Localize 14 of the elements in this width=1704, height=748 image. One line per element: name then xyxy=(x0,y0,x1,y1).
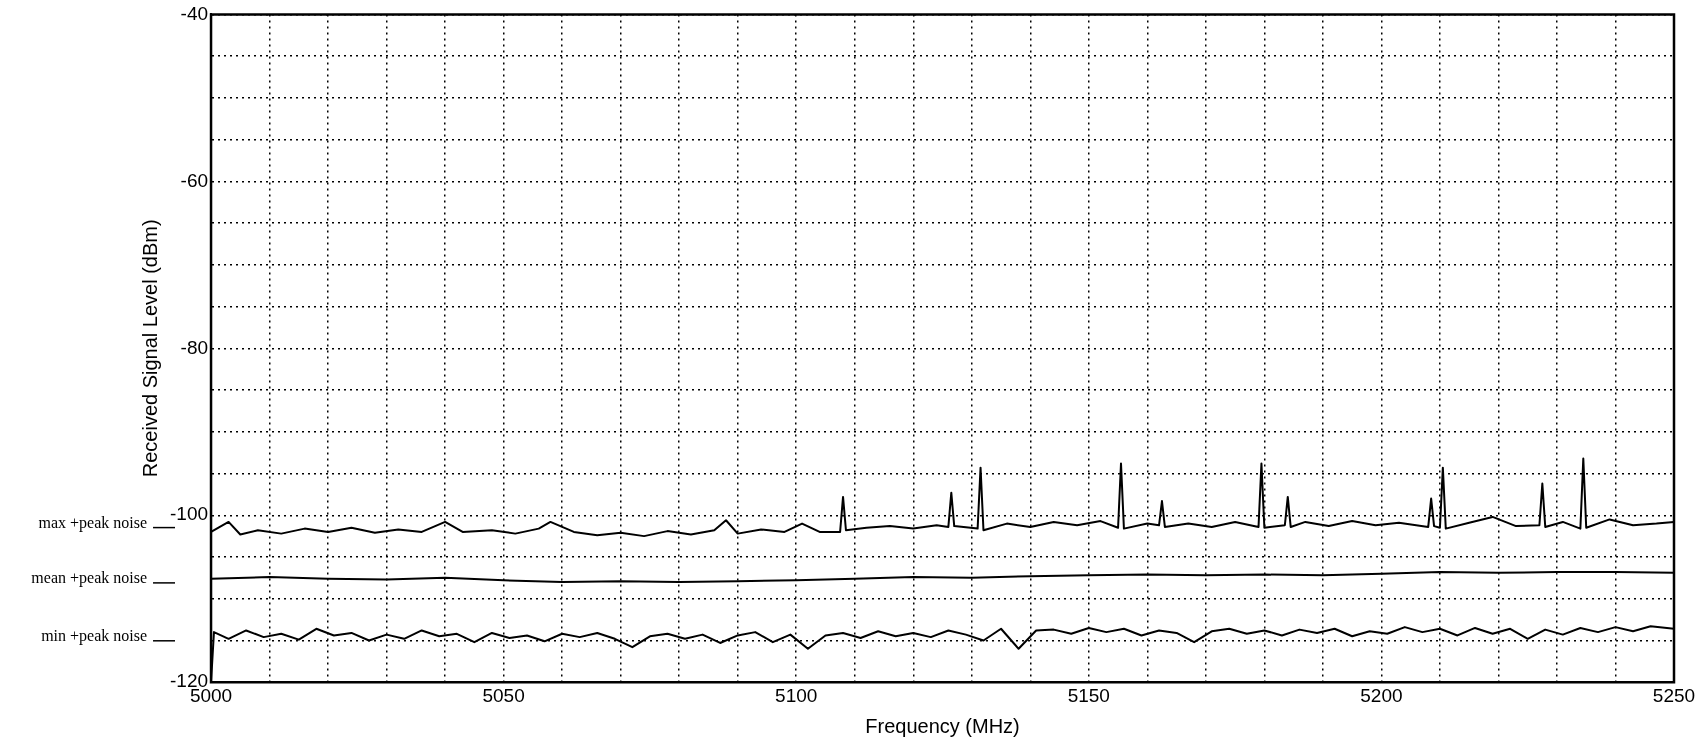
y-tick-label: -80 xyxy=(180,336,209,358)
x-tick-label: 5100 xyxy=(775,684,818,706)
legend-label: max +peak noise xyxy=(38,513,148,532)
x-tick-label: 5150 xyxy=(1067,684,1110,706)
y-tick-label: -60 xyxy=(180,169,209,191)
legend-label: mean +peak noise xyxy=(31,569,148,588)
x-tick-label: 5250 xyxy=(1652,684,1696,706)
y-axis-title: Received Signal Level (dBm) xyxy=(138,219,161,478)
x-axis-title: Frequency (MHz) xyxy=(865,714,1020,737)
x-tick-label: 5050 xyxy=(482,684,525,706)
x-tick-label: 5200 xyxy=(1360,684,1403,706)
y-tick-label: -100 xyxy=(170,503,209,525)
legend-label: min +peak noise xyxy=(41,627,148,646)
y-tick-label: -40 xyxy=(180,2,209,24)
